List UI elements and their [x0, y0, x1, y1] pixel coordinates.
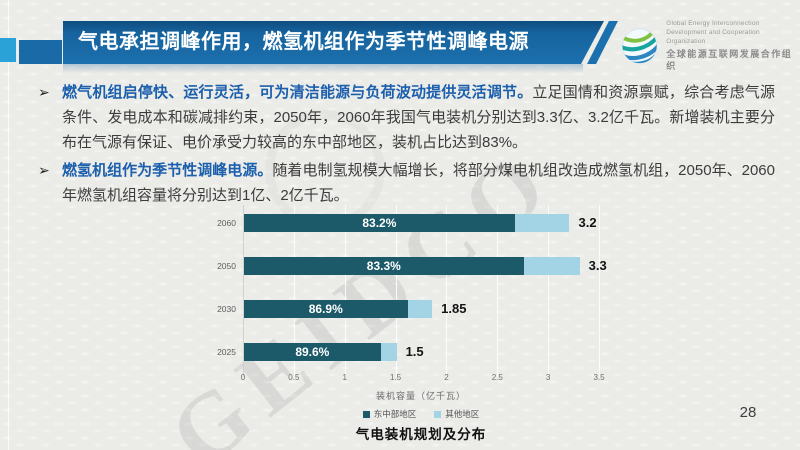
arrow-bullet-icon: ➢ — [38, 84, 50, 100]
bar-segment-other — [523, 257, 580, 275]
bar-row-2050: 83.3% — [244, 257, 580, 275]
bar-row-2025: 89.6% — [244, 343, 397, 361]
gridline-1.5 — [395, 205, 397, 377]
legend-label: 其他地区 — [445, 409, 480, 419]
gridline-1 — [344, 205, 346, 377]
chart-legend: 东中部地区 其他地区 — [243, 408, 599, 420]
chart-caption: 气电装机规划及分布 — [355, 427, 487, 442]
category-label-2060: 2060 — [217, 218, 236, 228]
bar-segment-east: 83.2% — [244, 214, 515, 232]
bar-row-2060: 83.2% — [244, 214, 570, 232]
slide-title-banner: 气电承担调峰作用，燃氢机组作为季节性调峰电源 — [63, 21, 604, 64]
bullet-text: 燃氢机组作为季节性调峰电源。随着电制氢规模大幅增长，将部分煤电机组改造成燃氢机组… — [62, 158, 775, 208]
gridline-0.5 — [293, 205, 295, 377]
header-accent-square-light — [0, 38, 16, 62]
category-label-2030: 2030 — [217, 304, 236, 314]
logo-text: Global Energy Interconnection Developmen… — [666, 20, 800, 73]
bullet-lead: 燃气机组启停快、运行灵活，可为清洁能源与负荷波动提供灵活调节。 — [62, 84, 533, 101]
banner-reflection — [63, 64, 583, 73]
x-tick-label: 1 — [342, 373, 347, 382]
x-tick-label: 2.5 — [491, 373, 503, 382]
slide-edge-line — [8, 0, 9, 450]
arrow-bullet-icon: ➢ — [38, 162, 50, 178]
gridline-0 — [243, 205, 244, 377]
logo-line3: 全球能源互联网发展合作组织 — [666, 49, 793, 72]
category-label-2050: 2050 — [217, 261, 236, 271]
gridline-3.5 — [599, 205, 600, 377]
legend-item: 东中部地区 — [362, 408, 417, 420]
bar-segment-other — [407, 300, 433, 318]
bar-total-label: 3.2 — [578, 215, 597, 230]
legend-item: 其他地区 — [434, 408, 479, 420]
gridline-2 — [446, 205, 448, 377]
bar-segment-east: 86.9% — [244, 300, 408, 318]
logo-line2: Development and Cooperation Organization — [666, 28, 760, 45]
geidco-logo: Global Energy Interconnection Developmen… — [620, 20, 800, 73]
gridline-3 — [548, 205, 550, 377]
bar-total-label: 3.3 — [588, 258, 607, 273]
x-tick-label: 1.5 — [390, 373, 402, 382]
bar-segment-east: 83.3% — [244, 257, 524, 275]
bullet-item-hydrogen-units: ➢ 燃氢机组作为季节性调峰电源。随着电制氢规模大幅增长，将部分煤电机组改造成燃氢… — [38, 158, 775, 208]
x-tick-label: 0 — [240, 373, 246, 382]
header-accent-square-dark — [19, 40, 62, 64]
slide-title: 气电承担调峰作用，燃氢机组作为季节性调峰电源 — [78, 31, 529, 53]
legend-swatch-icon — [362, 410, 370, 418]
bullet-item-gas-units: ➢ 燃气机组启停快、运行灵活，可为清洁能源与负荷波动提供灵活调节。立足国情和资源… — [38, 80, 775, 155]
category-label-2025: 2025 — [217, 347, 236, 357]
bar-segment-other — [380, 343, 397, 361]
bullet-lead: 燃氢机组作为季节性调峰电源。 — [62, 162, 273, 179]
x-axis-label: 装机容量（亿千瓦） — [375, 391, 466, 401]
page-number: 28 — [739, 404, 757, 421]
bar-segment-east: 89.6% — [244, 343, 381, 361]
x-tick-label: 3.5 — [593, 373, 605, 382]
x-tick-label: 3 — [545, 373, 551, 382]
bar-total-label: 1.5 — [405, 344, 424, 359]
x-tick-label: 2 — [444, 373, 449, 382]
logo-line1: Global Energy Interconnection — [666, 20, 760, 27]
bar-segment-other — [514, 214, 570, 232]
globe-icon — [621, 28, 658, 64]
x-tick-label: 0.5 — [288, 373, 300, 382]
bullet-text: 燃气机组启停快、运行灵活，可为清洁能源与负荷波动提供灵活调节。立足国情和资源禀赋… — [62, 80, 775, 155]
legend-label: 东中部地区 — [373, 409, 417, 419]
bullet-body: 随着电制氢规模大幅增长，将部分煤电机组改造成燃氢机组，2050年、2060年燃氢… — [62, 162, 775, 204]
gridline-2.5 — [497, 205, 499, 377]
gas-capacity-bar-chart: 装机容量（亿千瓦） 0 0.5 1 1.5 2 2.5 3 3.5 2060 83.2% 3.2 20… — [217, 205, 607, 401]
bullet-body: 立足国情和资源禀赋，综合考虑气源条件、发电成本和碳减排约束，2050年，2060… — [62, 84, 775, 151]
bar-total-label: 1.85 — [441, 301, 467, 316]
legend-swatch-icon — [434, 410, 442, 418]
bar-row-2030: 86.9% — [244, 300, 433, 318]
